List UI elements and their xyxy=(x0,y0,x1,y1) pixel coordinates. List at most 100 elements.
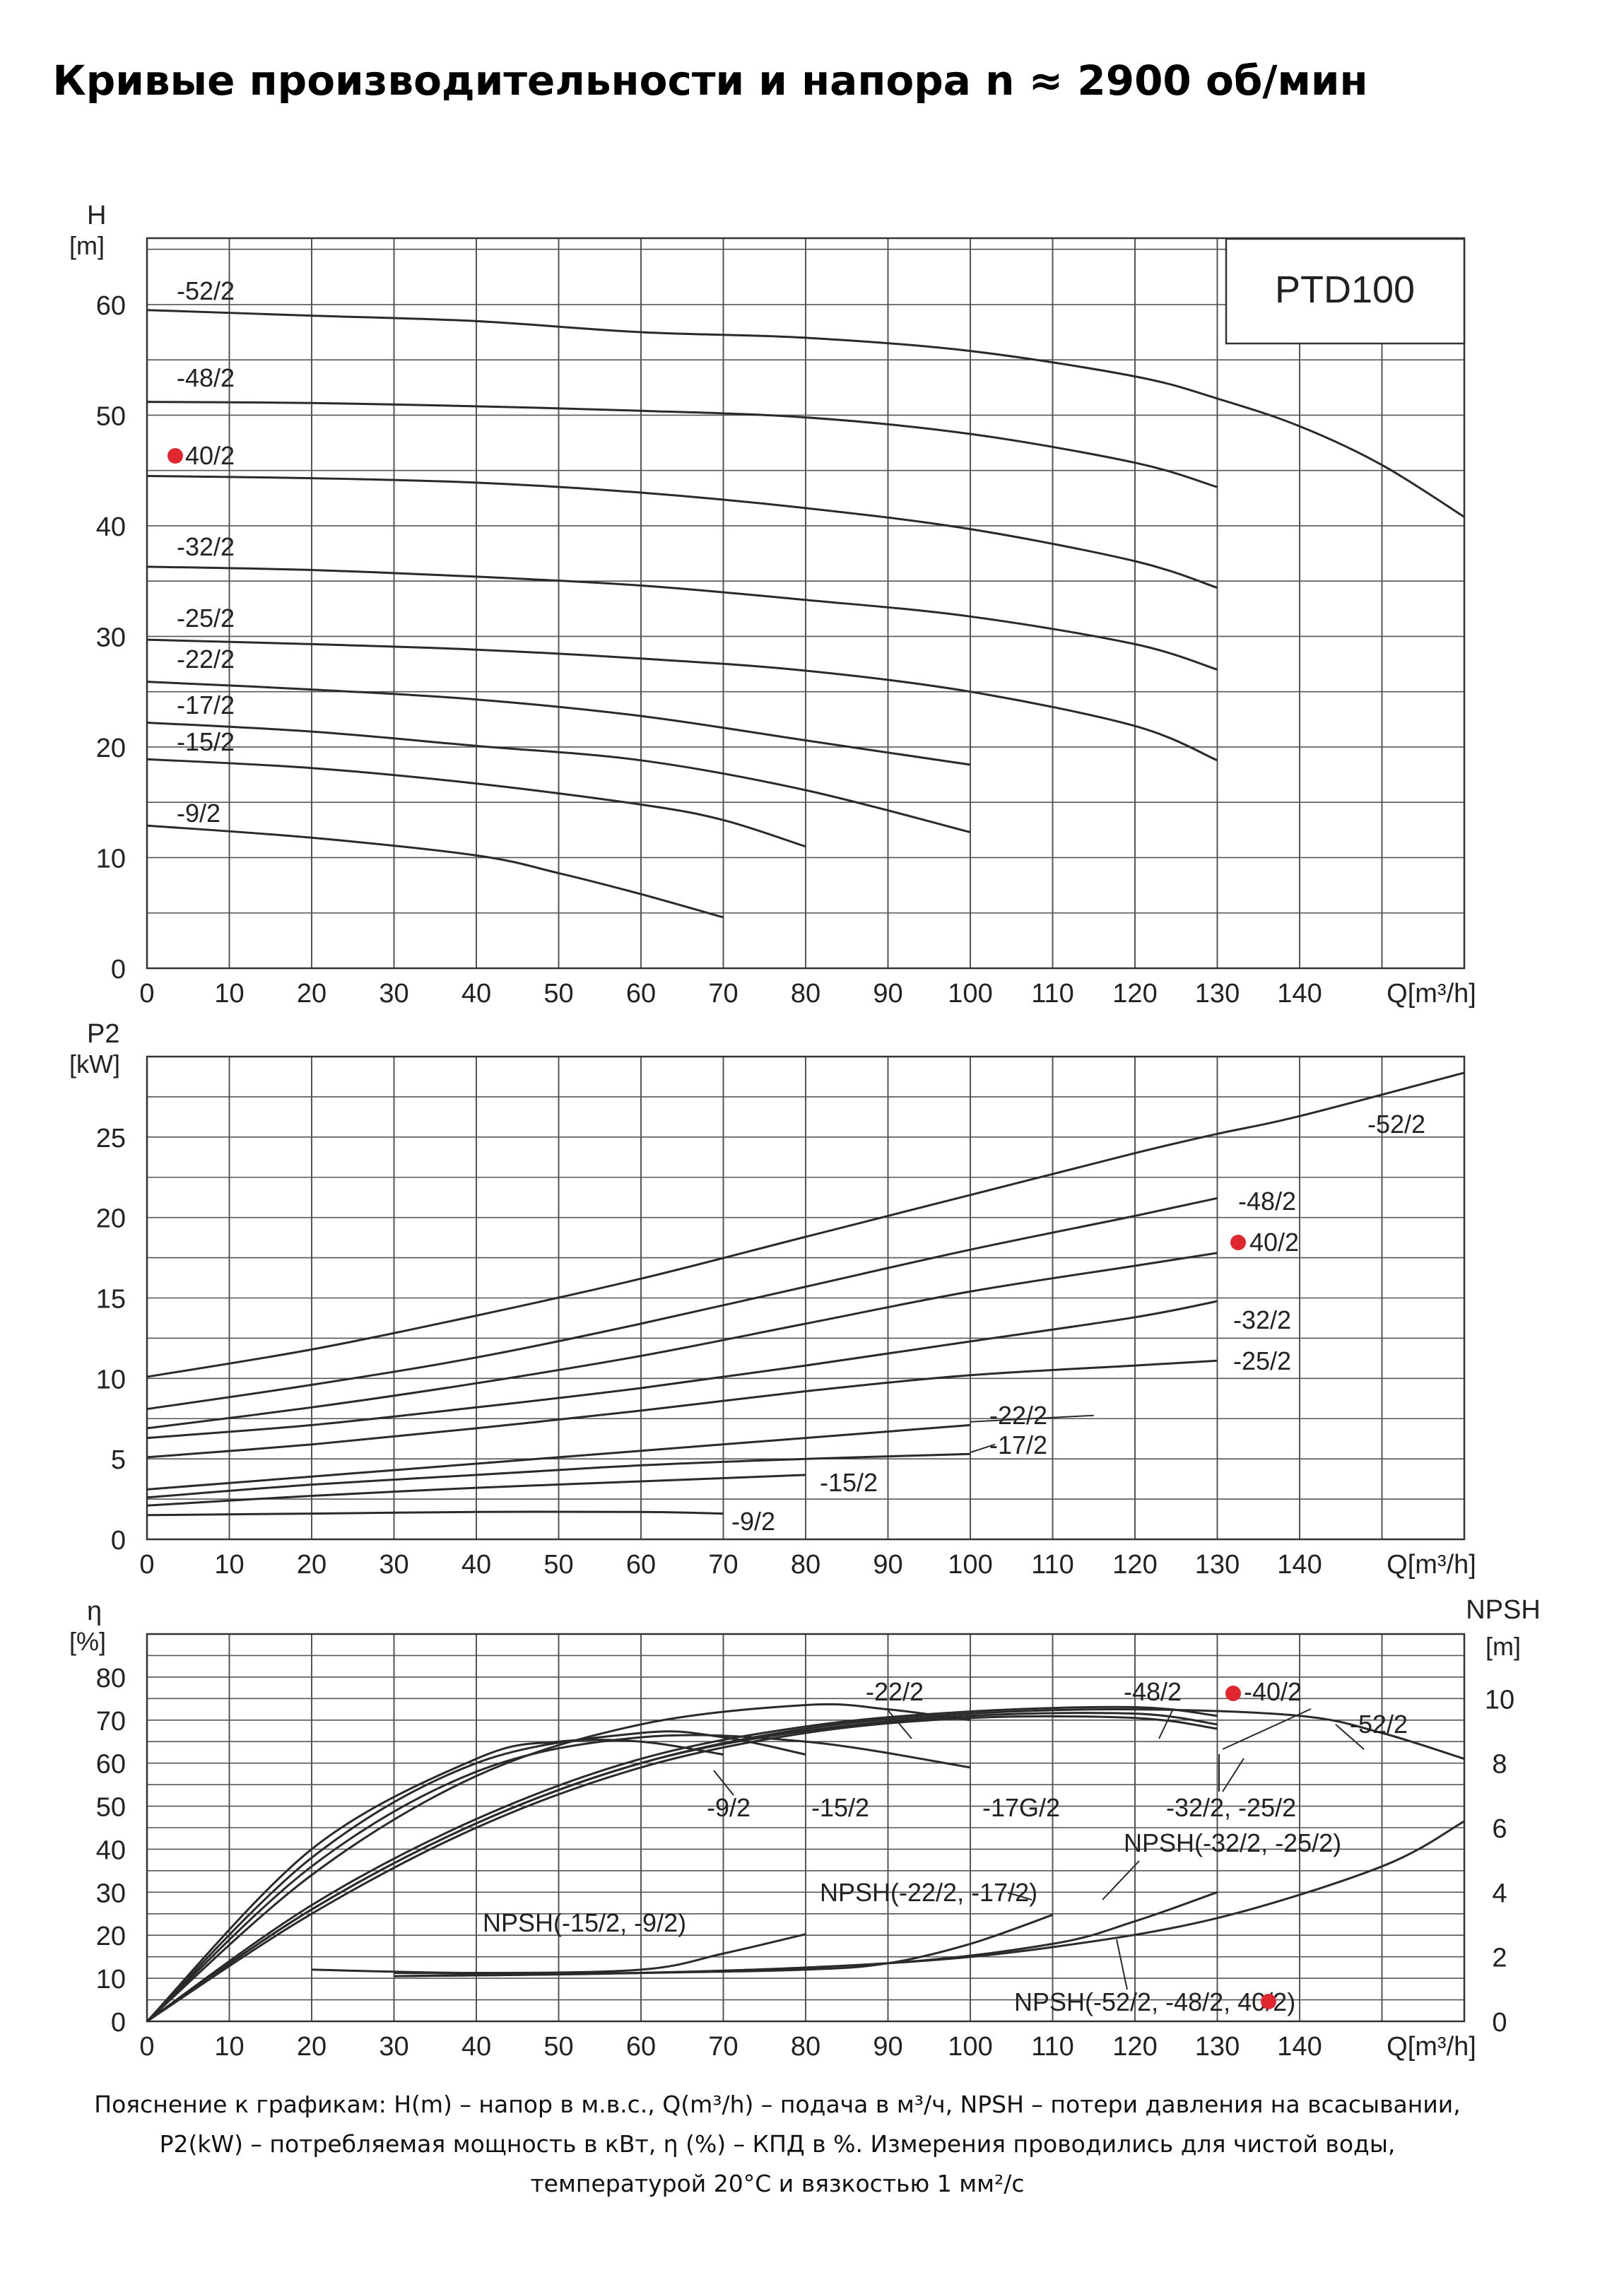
series-label: NPSH(-52/2, -48/2, 40/2) xyxy=(1014,1987,1295,2016)
model-box xyxy=(1225,237,1466,345)
y-tick-label: 80 xyxy=(96,1664,126,1693)
y-tick-label: 60 xyxy=(96,291,126,321)
plot-frame xyxy=(146,1055,1466,1541)
x-tick-label: 0 xyxy=(139,2032,154,2062)
page-title: Кривые производительности и напора n ≈ 2… xyxy=(52,57,1368,105)
series-line xyxy=(146,1452,971,1499)
leader-line xyxy=(1335,1724,1365,1750)
series-label: -15/2 xyxy=(177,727,235,756)
series-line xyxy=(146,401,1218,488)
x-tick-label: 30 xyxy=(379,1550,408,1580)
x-tick-label: 90 xyxy=(873,1550,902,1580)
series-label: NPSH(-15/2, -9/2) xyxy=(483,1908,686,1937)
x-tick-label: 20 xyxy=(297,979,326,1009)
series-line xyxy=(146,1474,806,1507)
series-line xyxy=(311,1933,806,1975)
efficiency-npsh-chart: 0 10 20 30 40 50 60 70 80 90 100 110 120 130 140 Q[m³/h… xyxy=(69,1595,1541,2062)
series-label: -32/2 xyxy=(1233,1305,1291,1334)
y-tick-label: 40 xyxy=(96,512,126,542)
series-line xyxy=(146,565,1218,671)
x-tick-label: 70 xyxy=(708,1550,738,1580)
series-label: 40/2 xyxy=(185,441,235,470)
y-axis-unit: [%] xyxy=(69,1627,106,1656)
y-tick-label: 10 xyxy=(96,844,126,874)
head-chart: 0 10 20 30 40 50 60 70 80 90 100 110 120 130 140 Q[m³/h… xyxy=(69,201,1476,1009)
x-tick-label: 50 xyxy=(543,2032,573,2062)
series-label: -17/2 xyxy=(989,1430,1047,1459)
x-tick-label: 40 xyxy=(461,1550,491,1580)
y2-tick-label: 0 xyxy=(1492,2008,1507,2038)
x-tick-label: 130 xyxy=(1195,979,1240,1009)
series-label: -25/2 xyxy=(177,604,235,633)
plot-frame xyxy=(146,1633,1466,2023)
series-label: -52/2 xyxy=(177,276,235,305)
series-line xyxy=(146,638,1218,762)
x-tick-label: 110 xyxy=(1031,2032,1074,2062)
series-line xyxy=(146,1715,1218,2023)
series-line xyxy=(146,1300,1218,1440)
series-label: NPSH(-22/2, -17/2) xyxy=(820,1878,1037,1907)
y-tick-label: 10 xyxy=(96,1965,126,1994)
x-tick-label: 100 xyxy=(948,979,992,1009)
y-tick-label: 0 xyxy=(111,1526,126,1556)
highlight-marker xyxy=(1225,1686,1241,1701)
x-tick-label: 10 xyxy=(214,1550,244,1580)
x-tick-label: 130 xyxy=(1195,2032,1240,2062)
y-tick-label: 20 xyxy=(96,1204,126,1234)
leader-line xyxy=(886,1708,912,1739)
series-label: -22/2 xyxy=(989,1401,1047,1430)
x-tick-label: 40 xyxy=(461,979,491,1009)
x-tick-label: 140 xyxy=(1277,1550,1322,1580)
series-label: -52/2 xyxy=(1350,1710,1408,1739)
x-tick-label: 50 xyxy=(543,1550,573,1580)
plot-frame xyxy=(146,237,1466,970)
series-line xyxy=(146,1739,724,2023)
y-tick-label: 70 xyxy=(96,1707,126,1737)
y-tick-label: 20 xyxy=(96,734,126,763)
y-tick-label: 25 xyxy=(96,1124,126,1153)
x-tick-label: 130 xyxy=(1195,1550,1240,1580)
series-line xyxy=(146,1197,1218,1411)
series-line xyxy=(146,722,971,833)
series-label: -22/2 xyxy=(177,645,235,674)
x-tick-label: 80 xyxy=(791,979,820,1009)
y-axis-unit: [kW] xyxy=(69,1050,120,1079)
x-tick-label: 20 xyxy=(297,1550,326,1580)
y-tick-label: 15 xyxy=(96,1285,126,1315)
explanation-line-3: температурой 20°C и вязкостью 1 мм²/с xyxy=(530,2170,1025,2197)
y-tick-label: 50 xyxy=(96,401,126,431)
highlight-marker xyxy=(1230,1235,1246,1250)
x-tick-label: 110 xyxy=(1031,979,1074,1009)
series-label: -48/2 xyxy=(1124,1677,1182,1706)
x-tick-label: 70 xyxy=(708,2032,738,2062)
series-label: -22/2 xyxy=(866,1677,924,1706)
series-line xyxy=(146,1252,1218,1430)
series-label: -25/2 xyxy=(1233,1346,1291,1375)
x-tick-label: 100 xyxy=(948,1550,992,1580)
x-tick-label: 70 xyxy=(708,979,738,1009)
series-label: -52/2 xyxy=(1367,1110,1425,1139)
y2-axis-unit: [m] xyxy=(1485,1632,1521,1661)
y-tick-label: 5 xyxy=(111,1445,126,1475)
series-label: -40/2 xyxy=(1244,1677,1302,1706)
series-line xyxy=(146,1703,971,2023)
x-tick-label: 60 xyxy=(626,979,656,1009)
highlight-marker xyxy=(1261,1994,1276,2009)
series-line xyxy=(146,1071,1465,1378)
leader-line xyxy=(1102,1860,1140,1900)
series-line xyxy=(146,309,1465,518)
x-tick-label: 0 xyxy=(139,1550,154,1580)
y-tick-label: 0 xyxy=(111,955,126,985)
series-label: -9/2 xyxy=(731,1507,775,1536)
y-axis-label: P2 xyxy=(87,1019,119,1049)
y2-tick-label: 10 xyxy=(1485,1685,1514,1715)
x-tick-label: 30 xyxy=(379,979,408,1009)
y-tick-label: 40 xyxy=(96,1835,126,1865)
series-line xyxy=(146,475,1218,589)
y-tick-label: 20 xyxy=(96,1922,126,1951)
y-tick-label: 30 xyxy=(96,623,126,652)
x-axis-label: Q[m³/h] xyxy=(1387,2032,1476,2062)
y2-tick-label: 2 xyxy=(1492,1944,1507,1973)
y2-tick-label: 6 xyxy=(1492,1814,1507,1844)
series-label: -48/2 xyxy=(177,363,235,392)
